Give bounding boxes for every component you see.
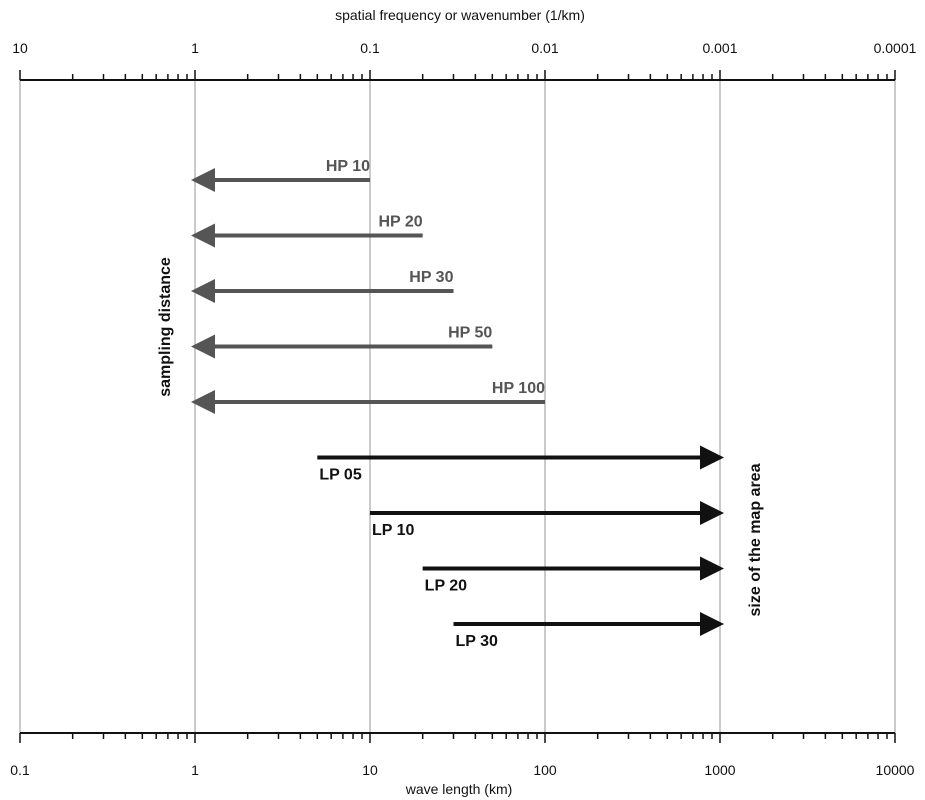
label-hp-10: HP 10 (326, 158, 370, 175)
bottom-tick-label: 0.1 (10, 762, 30, 778)
bottom-tick-label: 10000 (876, 762, 915, 778)
bottom-axis-title: wave length (km) (405, 781, 513, 797)
label-hp-30: HP 30 (409, 269, 453, 286)
label-hp-50: HP 50 (448, 325, 492, 342)
bottom-tick-label: 10 (362, 762, 378, 778)
top-tick-label: 0.0001 (874, 40, 917, 56)
top-tick-label: 0.1 (360, 40, 380, 56)
label-lp-30: LP 30 (455, 633, 498, 650)
bottom-tick-label: 100 (533, 762, 557, 778)
bottom-tick-label: 1 (191, 762, 199, 778)
bottom-tick-label: 1000 (704, 762, 735, 778)
top-axis-title: spatial frequency or wavenumber (1/km) (335, 7, 585, 23)
annotation-map-area-size: size of the map area (747, 463, 764, 616)
label-lp-10: LP 10 (372, 522, 415, 539)
top-tick-label: 10 (12, 40, 28, 56)
top-tick-label: 0.001 (702, 40, 737, 56)
label-hp-100: HP 100 (492, 380, 545, 397)
annotation-sampling-distance: sampling distance (157, 257, 174, 397)
label-lp-20: LP 20 (425, 578, 468, 595)
label-lp-05: LP 05 (319, 467, 362, 484)
top-tick-label: 0.01 (531, 40, 558, 56)
top-tick-label: 1 (191, 40, 199, 56)
label-hp-20: HP 20 (378, 214, 422, 231)
